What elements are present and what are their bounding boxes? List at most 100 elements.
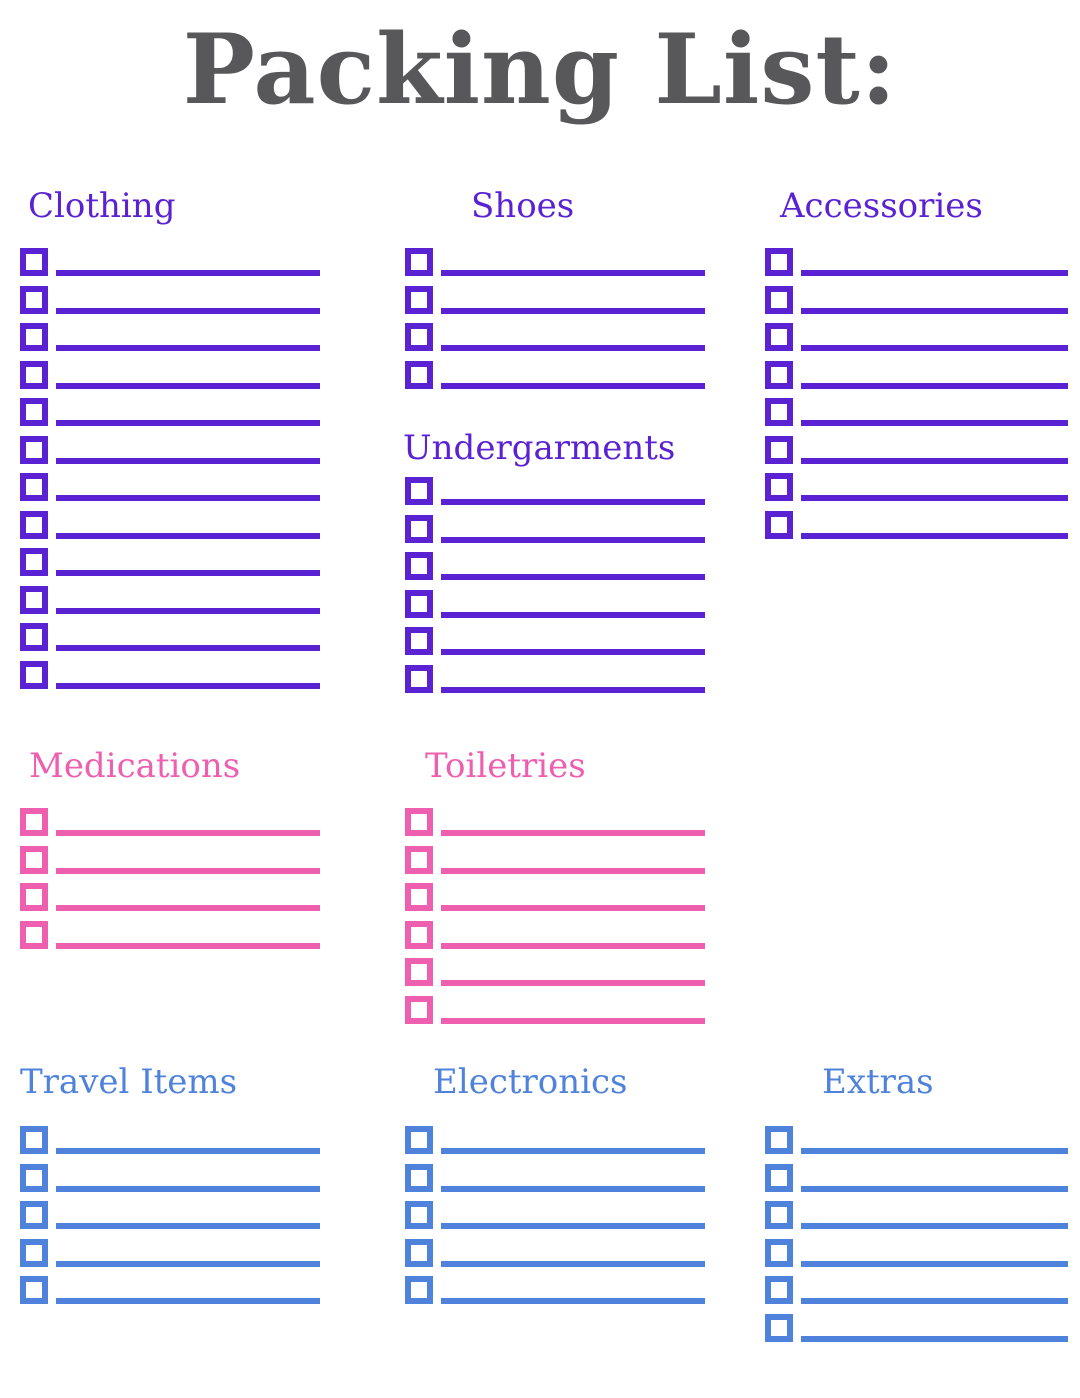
checkbox[interactable] bbox=[405, 248, 433, 276]
write-in-line[interactable] bbox=[56, 495, 320, 501]
write-in-line[interactable] bbox=[441, 867, 705, 874]
checkbox[interactable] bbox=[765, 473, 793, 501]
checkbox[interactable] bbox=[765, 510, 793, 539]
checkbox[interactable] bbox=[765, 1313, 793, 1342]
write-in-line[interactable] bbox=[56, 457, 320, 464]
write-in-line[interactable] bbox=[441, 830, 705, 836]
checkbox[interactable] bbox=[20, 660, 48, 689]
write-in-line[interactable] bbox=[441, 1298, 705, 1304]
checkbox[interactable] bbox=[405, 995, 433, 1024]
write-in-line[interactable] bbox=[801, 345, 1068, 351]
checkbox[interactable] bbox=[20, 1126, 48, 1154]
checkbox[interactable] bbox=[405, 664, 433, 693]
write-in-line[interactable] bbox=[56, 905, 320, 911]
checkbox[interactable] bbox=[20, 1201, 48, 1229]
checkbox[interactable] bbox=[20, 1276, 48, 1304]
write-in-line[interactable] bbox=[441, 499, 705, 505]
write-in-line[interactable] bbox=[441, 382, 705, 389]
write-in-line[interactable] bbox=[56, 532, 320, 539]
checkbox[interactable] bbox=[405, 1126, 433, 1154]
checkbox[interactable] bbox=[405, 1163, 433, 1192]
write-in-line[interactable] bbox=[801, 420, 1068, 426]
checkbox[interactable] bbox=[405, 285, 433, 314]
write-in-line[interactable] bbox=[801, 270, 1068, 276]
write-in-line[interactable] bbox=[801, 495, 1068, 501]
checkbox[interactable] bbox=[20, 510, 48, 539]
write-in-line[interactable] bbox=[56, 307, 320, 314]
write-in-line[interactable] bbox=[441, 345, 705, 351]
write-in-line[interactable] bbox=[56, 607, 320, 614]
checkbox[interactable] bbox=[20, 920, 48, 949]
write-in-line[interactable] bbox=[56, 270, 320, 276]
write-in-line[interactable] bbox=[441, 536, 705, 543]
checkbox[interactable] bbox=[20, 435, 48, 464]
write-in-line[interactable] bbox=[56, 1260, 320, 1267]
write-in-line[interactable] bbox=[801, 307, 1068, 314]
checkbox[interactable] bbox=[405, 1238, 433, 1267]
write-in-line[interactable] bbox=[801, 457, 1068, 464]
write-in-line[interactable] bbox=[441, 649, 705, 655]
checkbox[interactable] bbox=[405, 552, 433, 580]
checkbox[interactable] bbox=[405, 1201, 433, 1229]
write-in-line[interactable] bbox=[441, 980, 705, 986]
checkbox[interactable] bbox=[765, 398, 793, 426]
write-in-line[interactable] bbox=[801, 532, 1068, 539]
checkbox[interactable] bbox=[405, 845, 433, 874]
checkbox[interactable] bbox=[405, 920, 433, 949]
write-in-line[interactable] bbox=[56, 1148, 320, 1154]
checkbox[interactable] bbox=[765, 1201, 793, 1229]
write-in-line[interactable] bbox=[801, 1298, 1068, 1304]
checkbox[interactable] bbox=[405, 958, 433, 986]
checkbox[interactable] bbox=[765, 1163, 793, 1192]
checkbox[interactable] bbox=[20, 323, 48, 351]
write-in-line[interactable] bbox=[801, 1148, 1068, 1154]
write-in-line[interactable] bbox=[441, 1260, 705, 1267]
write-in-line[interactable] bbox=[56, 1223, 320, 1229]
write-in-line[interactable] bbox=[441, 942, 705, 949]
checkbox[interactable] bbox=[765, 1126, 793, 1154]
checkbox[interactable] bbox=[765, 435, 793, 464]
write-in-line[interactable] bbox=[56, 830, 320, 836]
checkbox[interactable] bbox=[765, 1276, 793, 1304]
write-in-line[interactable] bbox=[56, 645, 320, 651]
write-in-line[interactable] bbox=[441, 686, 705, 693]
checkbox[interactable] bbox=[20, 808, 48, 836]
checkbox[interactable] bbox=[765, 285, 793, 314]
checkbox[interactable] bbox=[20, 285, 48, 314]
checkbox[interactable] bbox=[20, 473, 48, 501]
write-in-line[interactable] bbox=[801, 1185, 1068, 1192]
checkbox[interactable] bbox=[405, 514, 433, 543]
checkbox[interactable] bbox=[405, 589, 433, 618]
write-in-line[interactable] bbox=[801, 1223, 1068, 1229]
checkbox[interactable] bbox=[20, 360, 48, 389]
checkbox[interactable] bbox=[20, 398, 48, 426]
checkbox[interactable] bbox=[20, 248, 48, 276]
checkbox[interactable] bbox=[765, 1238, 793, 1267]
checkbox[interactable] bbox=[20, 1238, 48, 1267]
write-in-line[interactable] bbox=[441, 270, 705, 276]
write-in-line[interactable] bbox=[56, 867, 320, 874]
write-in-line[interactable] bbox=[801, 1260, 1068, 1267]
write-in-line[interactable] bbox=[56, 382, 320, 389]
write-in-line[interactable] bbox=[441, 1148, 705, 1154]
write-in-line[interactable] bbox=[56, 1185, 320, 1192]
checkbox[interactable] bbox=[20, 585, 48, 614]
checkbox[interactable] bbox=[20, 883, 48, 911]
checkbox[interactable] bbox=[20, 548, 48, 576]
write-in-line[interactable] bbox=[441, 574, 705, 580]
write-in-line[interactable] bbox=[56, 570, 320, 576]
checkbox[interactable] bbox=[405, 1276, 433, 1304]
checkbox[interactable] bbox=[405, 627, 433, 655]
write-in-line[interactable] bbox=[56, 420, 320, 426]
checkbox[interactable] bbox=[765, 360, 793, 389]
checkbox[interactable] bbox=[405, 360, 433, 389]
checkbox[interactable] bbox=[20, 845, 48, 874]
write-in-line[interactable] bbox=[801, 382, 1068, 389]
checkbox[interactable] bbox=[20, 623, 48, 651]
write-in-line[interactable] bbox=[441, 611, 705, 618]
checkbox[interactable] bbox=[405, 477, 433, 505]
write-in-line[interactable] bbox=[441, 1017, 705, 1024]
checkbox[interactable] bbox=[20, 1163, 48, 1192]
write-in-line[interactable] bbox=[441, 905, 705, 911]
write-in-line[interactable] bbox=[801, 1335, 1068, 1342]
